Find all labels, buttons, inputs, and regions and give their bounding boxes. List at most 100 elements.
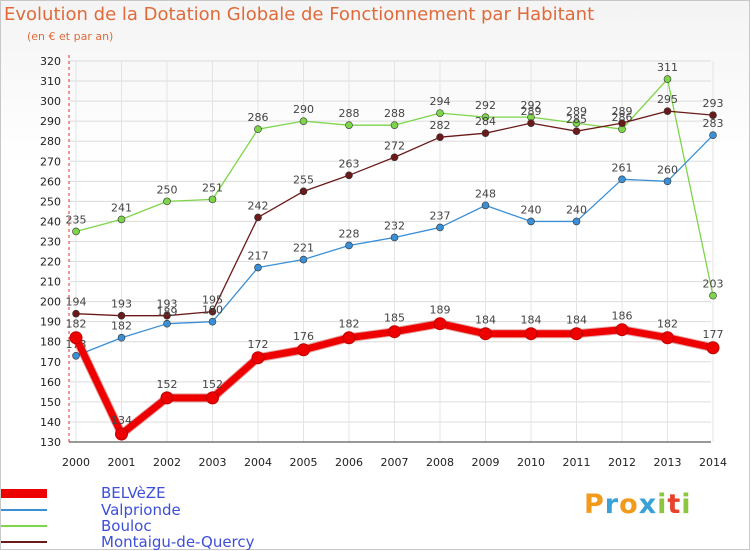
logo-letter: i — [681, 489, 692, 520]
data-point — [481, 129, 490, 137]
data-point — [72, 227, 80, 236]
data-point — [390, 121, 399, 129]
data-label: 311 — [657, 61, 678, 74]
y-tick-label: 280 — [40, 135, 61, 148]
y-tick-label: 250 — [40, 195, 61, 208]
data-point — [709, 291, 717, 300]
data-label: 232 — [384, 219, 405, 232]
data-label: 263 — [339, 157, 360, 170]
data-label: 288 — [384, 107, 405, 120]
data-label: 292 — [475, 99, 496, 112]
data-point — [527, 119, 535, 127]
data-point — [663, 107, 672, 115]
x-tick-label: 2000 — [62, 456, 90, 469]
data-label: 190 — [202, 304, 223, 317]
data-label: 185 — [384, 312, 405, 325]
data-point — [709, 111, 717, 119]
logo-letter: o — [619, 489, 639, 520]
data-point — [208, 317, 217, 326]
data-point — [299, 255, 308, 264]
data-point — [390, 153, 399, 162]
data-point — [163, 319, 171, 328]
data-label: 286 — [612, 111, 633, 124]
data-point — [163, 197, 171, 206]
data-label: 240 — [521, 203, 542, 216]
data-label: 152 — [202, 378, 223, 391]
data-label: 184 — [475, 314, 496, 327]
data-point — [254, 263, 262, 272]
x-tick-label: 2005 — [290, 456, 318, 469]
data-label: 182 — [657, 318, 678, 331]
data-point — [390, 233, 399, 242]
data-point — [618, 175, 626, 184]
data-point — [299, 187, 308, 196]
data-label: 255 — [293, 173, 314, 186]
data-label: 272 — [384, 139, 405, 152]
y-tick-label: 260 — [40, 175, 61, 188]
y-tick-label: 140 — [40, 416, 61, 429]
data-point — [433, 317, 447, 331]
data-point — [299, 117, 308, 125]
data-point — [615, 323, 629, 337]
data-point — [570, 327, 583, 341]
data-point — [436, 223, 444, 232]
data-point — [160, 391, 174, 405]
data-point — [661, 331, 674, 345]
legend-item: BELVèZE — [1, 484, 166, 502]
y-tick-label: 180 — [40, 336, 61, 349]
data-label: 134 — [111, 414, 132, 427]
data-point — [524, 327, 538, 341]
y-tick-label: 130 — [40, 436, 61, 449]
data-label: 189 — [430, 304, 451, 317]
y-tick-label: 160 — [40, 376, 61, 389]
data-point — [345, 121, 353, 129]
data-label: 286 — [248, 111, 269, 124]
proxiti-logo: Proxiti — [584, 489, 692, 520]
data-point — [436, 109, 444, 117]
data-label: 182 — [339, 318, 360, 331]
data-label: 251 — [202, 181, 223, 194]
data-label: 248 — [475, 187, 496, 200]
data-point — [206, 391, 219, 405]
data-label: 290 — [293, 103, 314, 116]
data-point — [254, 213, 262, 222]
data-label: 235 — [66, 213, 87, 226]
data-label: 295 — [657, 93, 678, 106]
y-tick-label: 220 — [40, 256, 61, 269]
data-label: 288 — [339, 107, 360, 120]
x-tick-label: 2011 — [563, 456, 591, 469]
x-tick-label: 2013 — [654, 456, 682, 469]
data-label: 228 — [339, 227, 360, 240]
x-tick-label: 2014 — [699, 456, 727, 469]
data-point — [663, 75, 672, 83]
legend-label: Valprionde — [101, 501, 181, 519]
data-label: 195 — [202, 294, 223, 307]
data-point — [342, 331, 356, 345]
data-label: 203 — [703, 278, 724, 291]
data-point — [72, 309, 80, 318]
data-label: 193 — [111, 298, 132, 311]
legend-item: Valprionde — [1, 501, 181, 519]
logo-letter: r — [604, 489, 620, 520]
data-label: 189 — [157, 306, 178, 319]
chart-subtitle: (en € et par an) — [27, 30, 114, 43]
data-point — [572, 119, 581, 127]
data-label: 282 — [430, 119, 451, 132]
data-label: 237 — [430, 209, 451, 222]
data-label: 186 — [612, 310, 633, 323]
logo-letter: i — [657, 489, 668, 520]
data-point — [115, 427, 128, 441]
x-tick-label: 2008 — [426, 456, 454, 469]
data-point — [436, 133, 444, 141]
data-point — [163, 311, 171, 320]
data-point — [572, 127, 581, 135]
x-tick-label: 2009 — [472, 456, 500, 469]
data-point — [663, 177, 672, 186]
data-point — [297, 343, 310, 357]
data-label: 260 — [657, 163, 678, 176]
data-label: 182 — [111, 320, 132, 333]
y-tick-label: 320 — [40, 55, 61, 68]
data-label: 250 — [157, 183, 178, 196]
data-label: 261 — [612, 161, 633, 174]
